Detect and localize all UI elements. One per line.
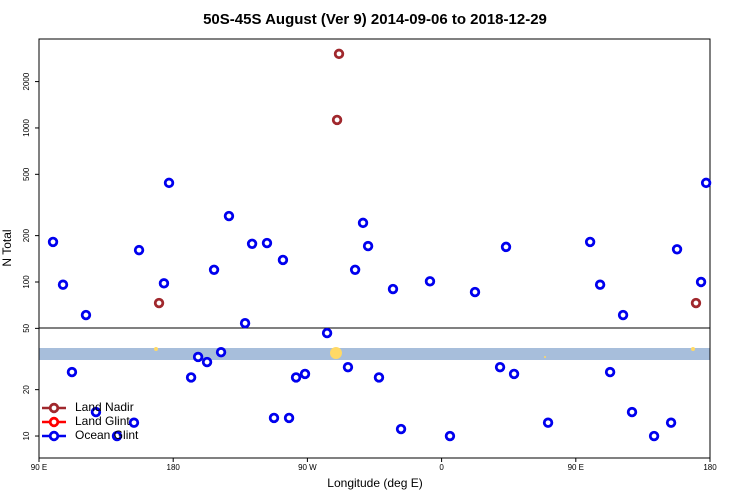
point: [111, 430, 123, 442]
x-tick-label: 180: [167, 463, 181, 472]
star: [544, 356, 546, 358]
point: [387, 283, 399, 295]
y-tick-label: 100: [22, 275, 31, 289]
legend-label: Land Nadir: [75, 400, 134, 414]
point: [290, 372, 302, 383]
point: [357, 217, 369, 229]
point: [594, 279, 606, 290]
point: [671, 244, 683, 255]
stars: [154, 347, 695, 359]
point: [690, 297, 702, 309]
point: [268, 412, 280, 424]
y-tick-label: 500: [22, 167, 31, 181]
point: [133, 244, 145, 256]
point: [90, 406, 102, 418]
x-tick-label: 90 E: [31, 463, 47, 472]
point: [362, 240, 374, 252]
legend-marker: [48, 430, 60, 442]
point: [215, 347, 227, 358]
legend-label: Land Glint: [75, 414, 130, 428]
point: [239, 318, 251, 329]
x-tick-label: 0: [439, 463, 444, 472]
star: [154, 347, 158, 351]
point: [261, 237, 273, 249]
point: [299, 368, 311, 380]
y-tick-label: 20: [22, 385, 31, 394]
point: [494, 361, 506, 373]
point: [349, 264, 361, 275]
point: [158, 278, 170, 289]
x-axis-label: Longitude (deg E): [327, 476, 422, 490]
point: [321, 327, 333, 339]
point: [246, 238, 258, 249]
point: [47, 236, 59, 248]
point: [373, 372, 385, 383]
legend-label: Ocean Glint: [75, 428, 139, 442]
y-tick-label: 200: [22, 228, 31, 242]
point: [223, 210, 235, 222]
point: [626, 406, 638, 418]
star: [330, 347, 342, 359]
point: [617, 309, 629, 321]
point: [283, 412, 295, 424]
point: [185, 372, 197, 383]
x-tick-label: 90 E: [568, 463, 584, 472]
y-tick-label: 50: [22, 323, 31, 332]
point: [331, 114, 343, 126]
point: [508, 368, 520, 380]
plot-frame: [38, 38, 711, 459]
x-tick-label: 180: [703, 463, 717, 472]
point: [333, 48, 345, 60]
point: [128, 417, 140, 428]
point: [604, 366, 616, 378]
point: [57, 279, 69, 290]
point: [66, 366, 78, 378]
y-tick-label: 1000: [22, 119, 31, 137]
point: [208, 264, 220, 275]
point: [201, 356, 213, 368]
legend-marker: [48, 402, 60, 414]
star: [691, 347, 695, 351]
point: [395, 423, 407, 435]
point: [80, 309, 92, 321]
point: [424, 276, 436, 287]
point: [342, 361, 354, 373]
y-tick-label: 10: [22, 431, 31, 440]
y-axis-label: N Total: [0, 229, 14, 266]
point: [648, 430, 660, 442]
point: [444, 430, 456, 442]
band: [39, 348, 710, 360]
legend-marker: [48, 416, 60, 428]
point: [542, 417, 554, 428]
point: [163, 177, 175, 189]
point: [700, 177, 712, 189]
y-tick-label: 2000: [22, 72, 31, 90]
point: [153, 297, 165, 309]
point: [695, 276, 707, 288]
point: [469, 286, 481, 298]
point: [277, 254, 289, 266]
chart-title: 50S-45S August (Ver 9) 2014-09-06 to 201…: [203, 11, 547, 28]
x-tick-label: 90 W: [298, 463, 317, 472]
point: [500, 241, 512, 253]
point: [192, 351, 204, 363]
point: [665, 417, 677, 428]
point: [584, 236, 596, 248]
